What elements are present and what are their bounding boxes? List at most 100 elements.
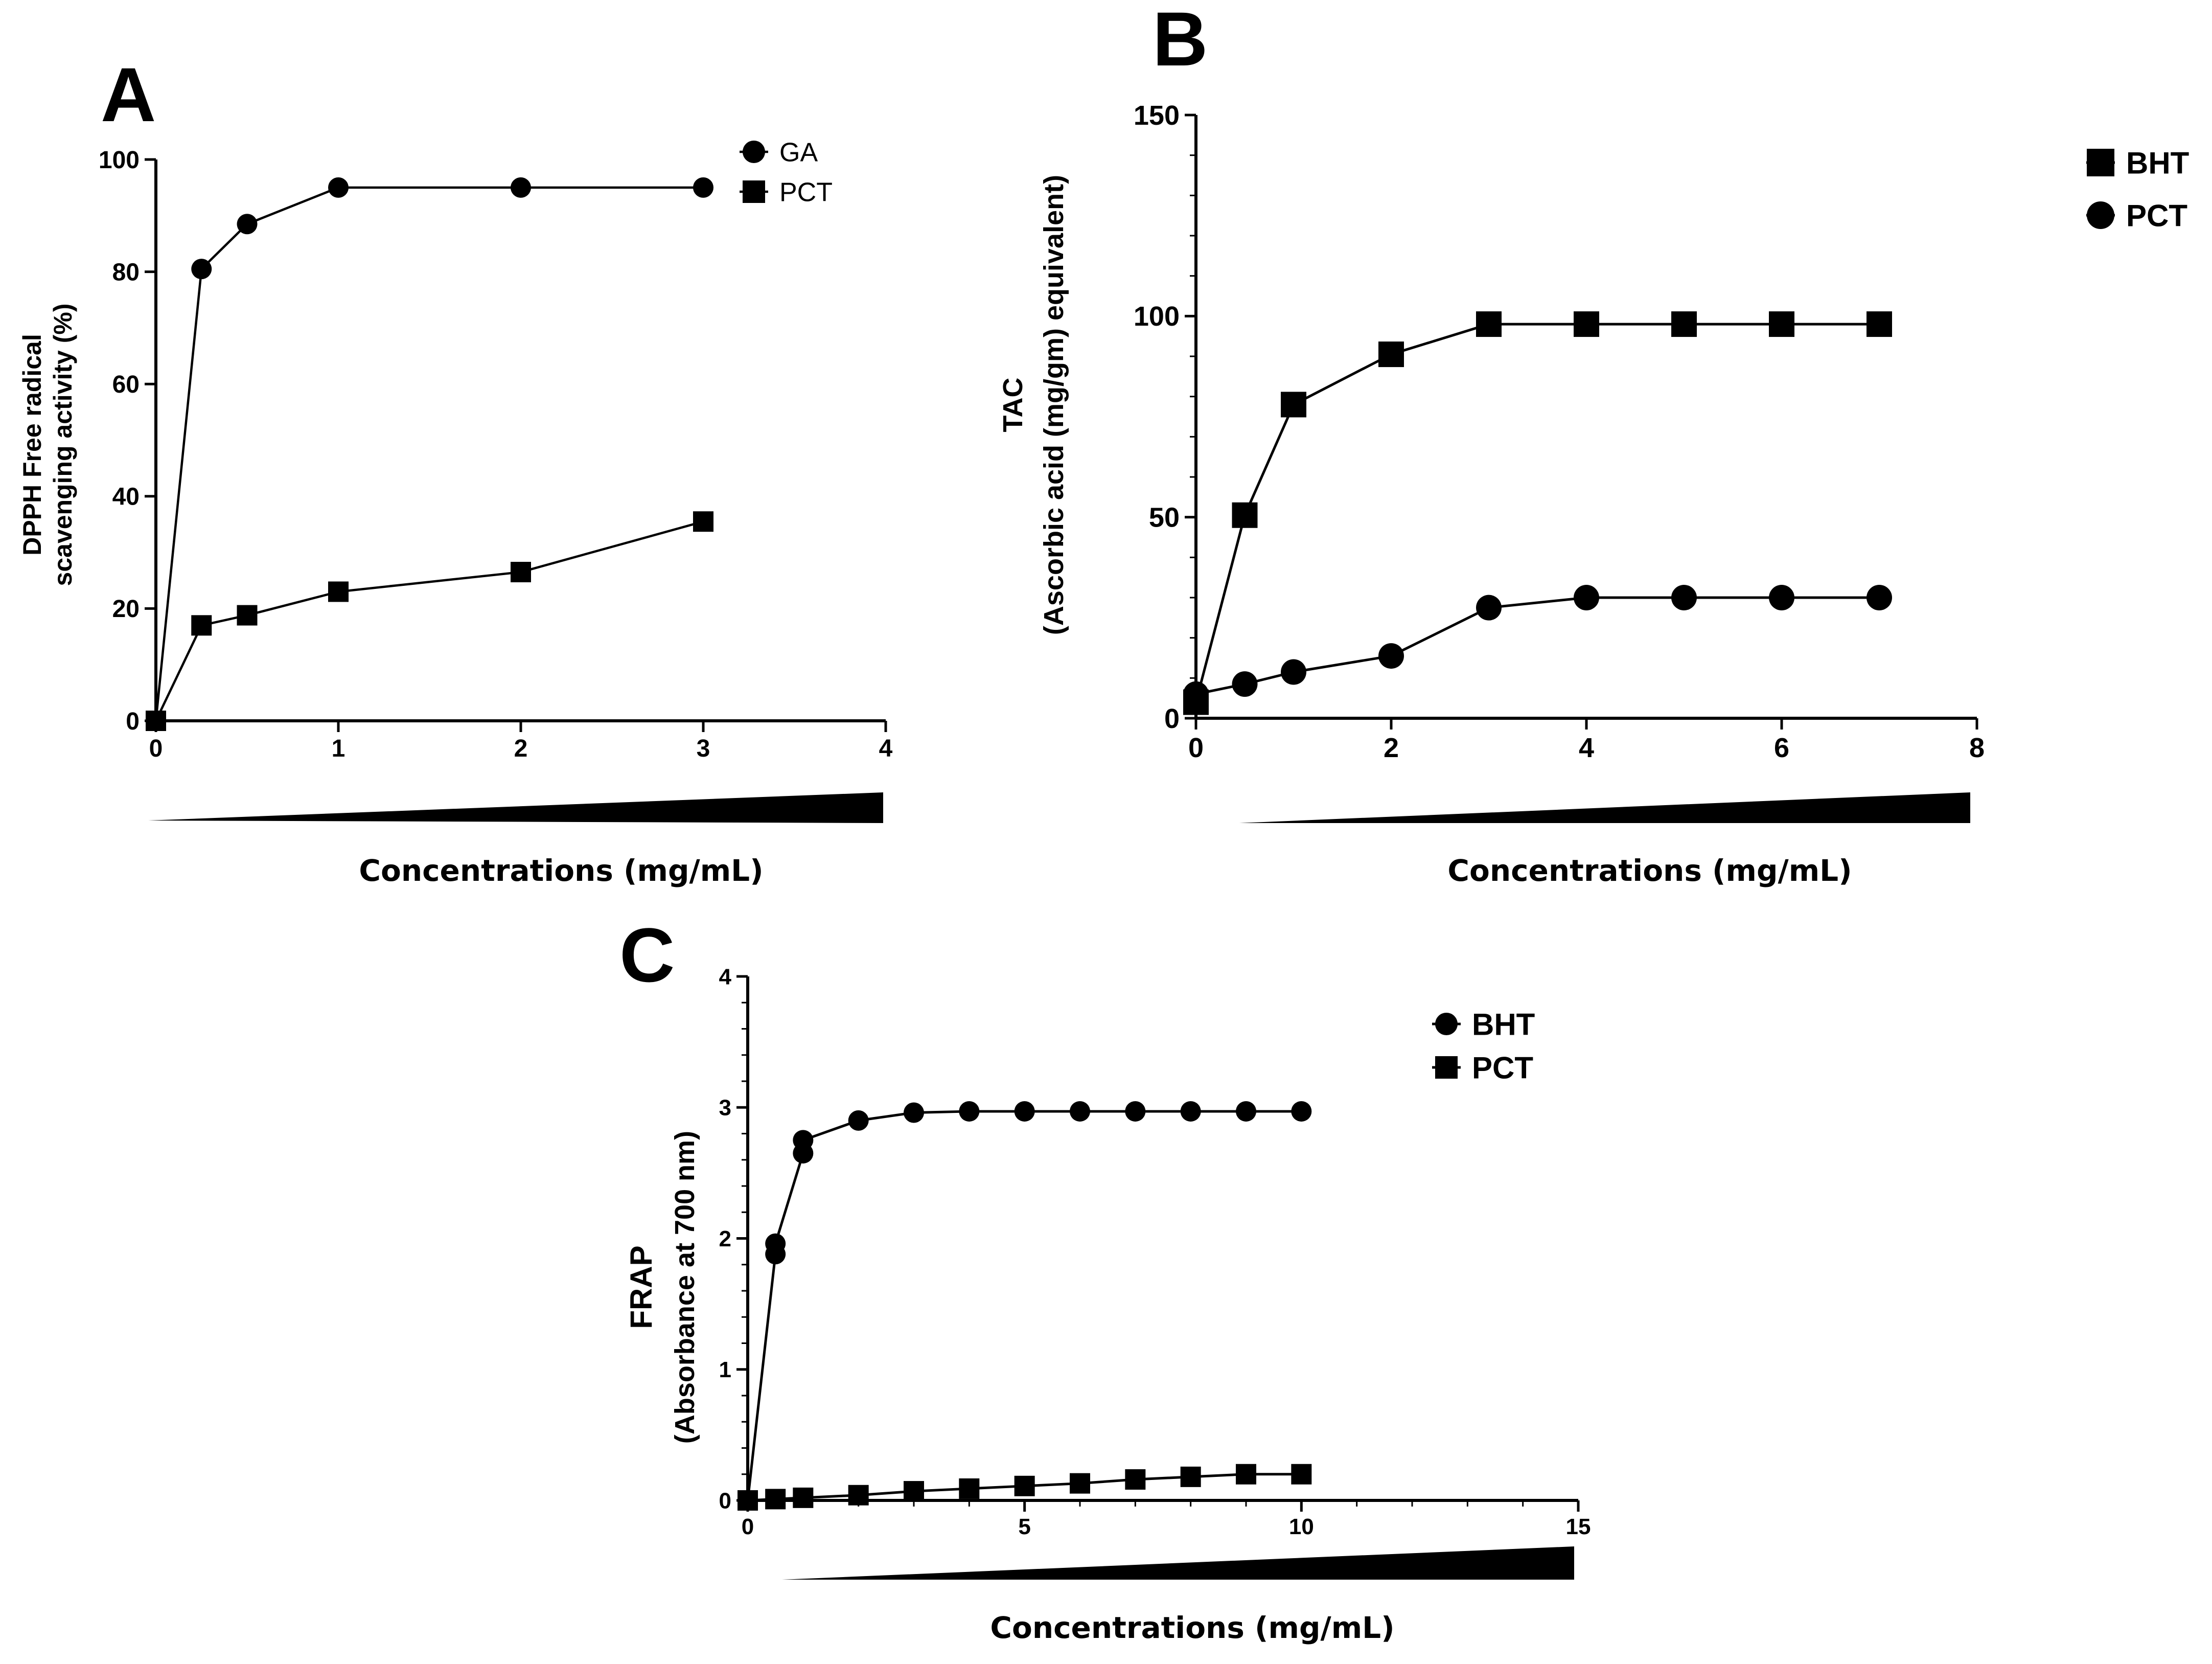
data-point bbox=[765, 1489, 786, 1510]
data-point bbox=[959, 1478, 980, 1499]
panel-c-series-pct bbox=[738, 1464, 1312, 1511]
data-point bbox=[1574, 311, 1599, 337]
panel-c-ylabel-line2: (Absorbance at 700 nm) bbox=[670, 1131, 700, 1444]
data-point bbox=[511, 562, 531, 583]
panel-b-xtick-label: 0 bbox=[1188, 733, 1204, 763]
panel-a-xtick-label: 2 bbox=[514, 735, 528, 762]
panel-a-ylabel-line2: scavenging activity (%) bbox=[49, 304, 77, 586]
data-point bbox=[237, 605, 258, 626]
panel-b-series-bht bbox=[1183, 311, 1892, 715]
data-point bbox=[1867, 311, 1892, 337]
panel-b-xtick-label: 8 bbox=[1969, 733, 1985, 763]
data-point bbox=[1476, 311, 1502, 337]
panel-letter-c: C bbox=[619, 912, 675, 998]
panel-a-xtick-label: 4 bbox=[879, 735, 893, 762]
data-point bbox=[1180, 1466, 1201, 1487]
legend-marker bbox=[743, 180, 765, 203]
panel-b-ytick-label: 50 bbox=[1149, 503, 1180, 533]
data-point bbox=[848, 1485, 869, 1506]
data-point bbox=[1125, 1101, 1146, 1122]
panel-c-xtick-label: 10 bbox=[1289, 1514, 1314, 1539]
data-point bbox=[1281, 659, 1306, 685]
legend-marker bbox=[1435, 1013, 1458, 1035]
panel-a-xtick-label: 0 bbox=[149, 735, 163, 762]
data-point bbox=[1180, 1101, 1201, 1122]
panel-c-xlabel: Concentrations (mg/mL) bbox=[990, 1610, 1394, 1645]
panel-c: 0 1 2 3 4 0 5 10 15 BHT PCT bbox=[719, 964, 1591, 1580]
panel-letter-a: A bbox=[101, 52, 156, 138]
data-point bbox=[1070, 1101, 1090, 1122]
panel-b-ytick-label: 0 bbox=[1164, 703, 1180, 734]
panel-a-xlabel: Concentrations (mg/mL) bbox=[359, 853, 763, 888]
panel-b-ytick-label: 100 bbox=[1134, 301, 1180, 332]
legend-label: BHT bbox=[2126, 146, 2189, 180]
data-point bbox=[904, 1102, 924, 1123]
legend-label: PCT bbox=[2126, 199, 2187, 233]
data-point bbox=[511, 177, 531, 198]
data-point bbox=[1236, 1464, 1256, 1485]
data-point bbox=[1867, 585, 1892, 610]
panel-a-legend-item: PCT bbox=[740, 178, 833, 208]
data-point bbox=[738, 1490, 758, 1511]
panel-c-legend-item: PCT bbox=[1432, 1051, 1533, 1085]
data-point bbox=[1291, 1101, 1312, 1122]
panel-b-xtick-label: 4 bbox=[1579, 733, 1594, 763]
data-point bbox=[191, 259, 212, 280]
panel-a-xtick-label: 1 bbox=[332, 735, 345, 762]
panel-b-xtick-label: 6 bbox=[1774, 733, 1789, 763]
data-point bbox=[959, 1101, 980, 1122]
panel-c-ytick-label: 3 bbox=[719, 1096, 731, 1121]
panel-a-series-pct bbox=[146, 511, 713, 731]
panel-a-ytick-label: 40 bbox=[112, 484, 140, 511]
legend-marker bbox=[743, 141, 765, 163]
panel-b-xlabel: Concentrations (mg/mL) bbox=[1447, 853, 1852, 888]
panel-b-series-pct bbox=[1183, 585, 1892, 707]
panel-c-ytick-label: 2 bbox=[719, 1226, 731, 1251]
legend-marker bbox=[2087, 201, 2114, 229]
data-point bbox=[1232, 671, 1258, 697]
panel-b-ytick-label: 150 bbox=[1134, 100, 1180, 131]
data-point bbox=[1769, 585, 1794, 610]
panel-c-xtick-label: 5 bbox=[1018, 1514, 1030, 1539]
data-point bbox=[765, 1233, 786, 1254]
series-line bbox=[746, 1110, 1302, 1501]
panel-a-ytick-label: 20 bbox=[112, 596, 140, 623]
data-point bbox=[1378, 643, 1404, 669]
data-point bbox=[237, 214, 258, 235]
data-point bbox=[328, 177, 349, 198]
legend-label: PCT bbox=[779, 178, 833, 208]
data-point bbox=[146, 711, 166, 731]
data-point bbox=[693, 177, 713, 198]
data-point bbox=[1291, 1464, 1312, 1485]
panel-a-ytick-label: 0 bbox=[126, 708, 140, 735]
data-point bbox=[904, 1481, 924, 1502]
panel-c-xtick-label: 0 bbox=[742, 1514, 754, 1539]
data-point bbox=[1014, 1101, 1035, 1122]
data-point bbox=[793, 1487, 814, 1508]
panel-b: 0 50 100 150 0 2 4 6 8 BHT PCT bbox=[1134, 100, 2189, 823]
panel-c-xtick-label: 15 bbox=[1566, 1514, 1591, 1539]
data-point bbox=[328, 581, 349, 602]
panel-a-xtick-label: 3 bbox=[697, 735, 710, 762]
data-point bbox=[1125, 1469, 1146, 1490]
data-point bbox=[1378, 341, 1404, 368]
panel-a-series-ga bbox=[146, 177, 713, 731]
data-point bbox=[1236, 1101, 1256, 1122]
data-point bbox=[1769, 311, 1794, 337]
panel-a-ytick-label: 80 bbox=[112, 259, 140, 286]
panel-c-series-bht bbox=[738, 1101, 1312, 1511]
legend-marker bbox=[2087, 149, 2114, 176]
panel-b-concentration-wedge bbox=[1239, 792, 1970, 823]
panel-c-concentration-wedge bbox=[782, 1546, 1574, 1580]
data-point bbox=[1183, 681, 1209, 707]
panel-c-ytick-label: 0 bbox=[719, 1488, 731, 1513]
data-point bbox=[848, 1110, 869, 1131]
panel-c-ylabel-line1: FRAP bbox=[624, 1245, 658, 1329]
legend-marker bbox=[1435, 1056, 1458, 1079]
panel-letter-b: B bbox=[1153, 0, 1208, 82]
data-point bbox=[1574, 585, 1599, 610]
data-point bbox=[1476, 595, 1502, 621]
panel-a-legend-item: GA bbox=[740, 138, 818, 168]
